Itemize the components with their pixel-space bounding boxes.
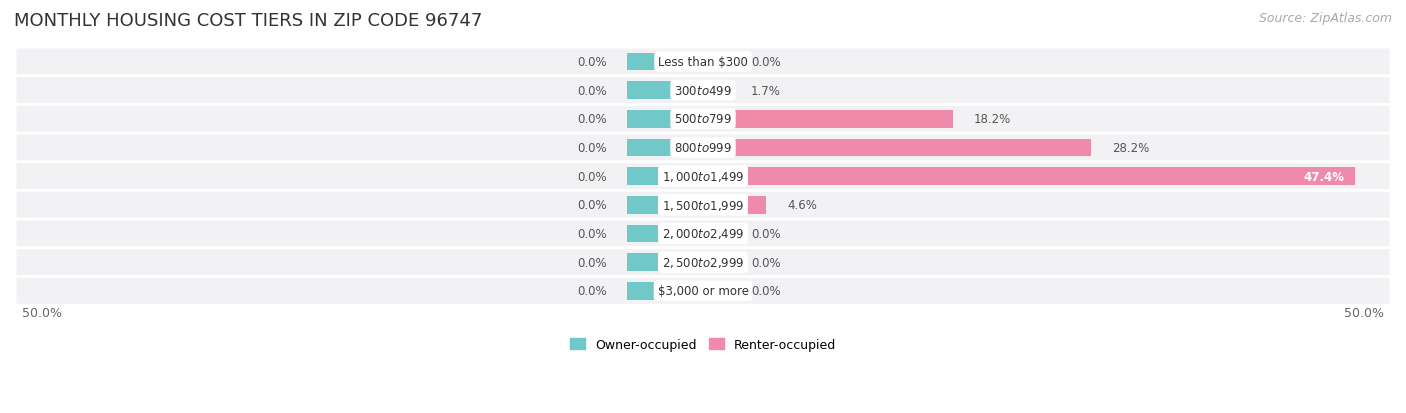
FancyBboxPatch shape — [15, 191, 1391, 220]
Text: 0.0%: 0.0% — [576, 199, 606, 212]
Bar — [627, 111, 703, 128]
Bar — [703, 53, 731, 71]
Bar — [627, 168, 703, 185]
Text: $1,500 to $1,999: $1,500 to $1,999 — [662, 198, 744, 212]
FancyBboxPatch shape — [15, 277, 1391, 305]
Text: Less than $300: Less than $300 — [658, 56, 748, 69]
Text: 0.0%: 0.0% — [576, 113, 606, 126]
Text: 50.0%: 50.0% — [1344, 306, 1384, 319]
Bar — [627, 282, 703, 300]
Text: 0.0%: 0.0% — [751, 228, 780, 240]
Bar — [703, 197, 766, 214]
Text: 0.0%: 0.0% — [751, 285, 780, 298]
Bar — [703, 254, 731, 271]
Bar — [703, 168, 1355, 185]
Bar — [703, 225, 731, 243]
Text: 0.0%: 0.0% — [576, 285, 606, 298]
Text: $1,000 to $1,499: $1,000 to $1,499 — [662, 170, 744, 184]
Bar — [627, 225, 703, 243]
FancyBboxPatch shape — [15, 76, 1391, 105]
FancyBboxPatch shape — [15, 248, 1391, 277]
Text: 0.0%: 0.0% — [576, 56, 606, 69]
Text: 0.0%: 0.0% — [576, 170, 606, 183]
Text: Source: ZipAtlas.com: Source: ZipAtlas.com — [1258, 12, 1392, 25]
Bar — [627, 139, 703, 157]
Text: 50.0%: 50.0% — [22, 306, 62, 319]
FancyBboxPatch shape — [15, 162, 1391, 191]
Bar — [627, 254, 703, 271]
Bar — [627, 82, 703, 100]
Text: 1.7%: 1.7% — [751, 84, 782, 97]
Bar — [703, 139, 1091, 157]
Bar — [703, 82, 731, 100]
Text: 18.2%: 18.2% — [974, 113, 1011, 126]
Text: 0.0%: 0.0% — [576, 84, 606, 97]
Text: $800 to $999: $800 to $999 — [673, 142, 733, 154]
FancyBboxPatch shape — [15, 48, 1391, 76]
FancyBboxPatch shape — [15, 105, 1391, 134]
Text: $2,000 to $2,499: $2,000 to $2,499 — [662, 227, 744, 241]
Text: $300 to $499: $300 to $499 — [673, 84, 733, 97]
Text: MONTHLY HOUSING COST TIERS IN ZIP CODE 96747: MONTHLY HOUSING COST TIERS IN ZIP CODE 9… — [14, 12, 482, 30]
FancyBboxPatch shape — [15, 220, 1391, 248]
Text: 47.4%: 47.4% — [1303, 170, 1344, 183]
Legend: Owner-occupied, Renter-occupied: Owner-occupied, Renter-occupied — [565, 333, 841, 356]
Text: 4.6%: 4.6% — [787, 199, 817, 212]
Text: 0.0%: 0.0% — [751, 256, 780, 269]
Bar — [627, 53, 703, 71]
Text: $3,000 or more: $3,000 or more — [658, 285, 748, 298]
FancyBboxPatch shape — [15, 134, 1391, 162]
Text: 0.0%: 0.0% — [751, 56, 780, 69]
Text: 0.0%: 0.0% — [576, 256, 606, 269]
Bar — [627, 197, 703, 214]
Text: $2,500 to $2,999: $2,500 to $2,999 — [662, 256, 744, 270]
Bar — [703, 282, 731, 300]
Bar — [703, 111, 953, 128]
Text: 28.2%: 28.2% — [1112, 142, 1149, 154]
Text: 0.0%: 0.0% — [576, 142, 606, 154]
Text: $500 to $799: $500 to $799 — [673, 113, 733, 126]
Text: 0.0%: 0.0% — [576, 228, 606, 240]
